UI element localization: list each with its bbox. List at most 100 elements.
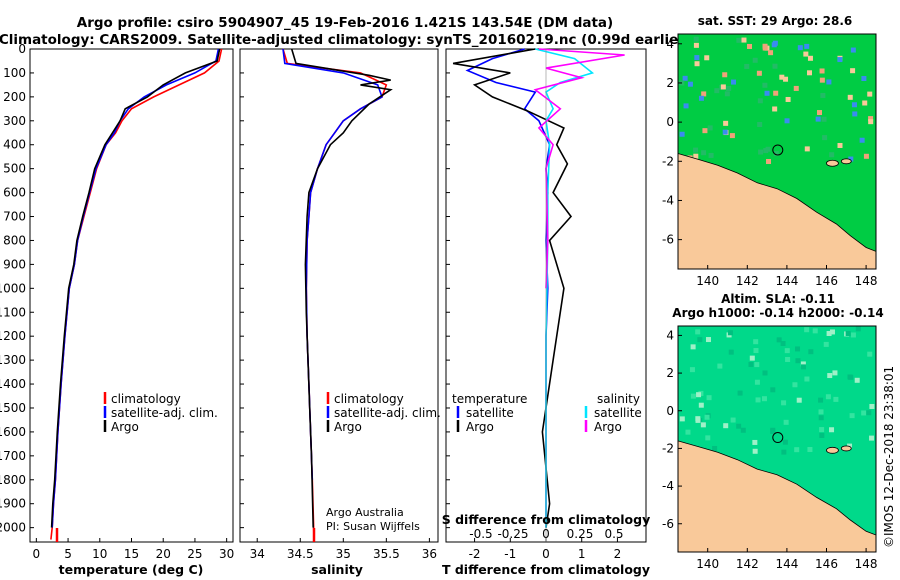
difference-legend-temperature-title: temperature	[452, 392, 527, 406]
map-cell	[819, 68, 825, 74]
map-cell	[776, 337, 782, 343]
map-cell	[807, 447, 813, 453]
map-cell	[701, 150, 707, 156]
map-cell	[819, 77, 825, 83]
map-cell	[702, 128, 708, 134]
map-cell	[724, 91, 730, 97]
map-x-tick-label: 142	[736, 274, 759, 288]
depth-tick-label: 800	[3, 233, 26, 247]
map-cell	[780, 341, 786, 347]
depth-tick-label: 600	[3, 186, 26, 200]
map-cell	[694, 55, 700, 61]
footer-credit: ©IMOS 12-Dec-2018 23:38:01	[882, 366, 896, 548]
map-cell	[783, 419, 789, 425]
sla-map-title-line-1: Altim. SLA: -0.11	[721, 292, 835, 306]
difference-xticks: -2 -1 0 1 2	[469, 538, 621, 561]
depth-tick-label: 1400	[0, 377, 26, 391]
map-cell	[800, 361, 806, 367]
map-cell	[850, 68, 856, 74]
map-cell	[779, 74, 785, 80]
x-tick-label: 34	[250, 547, 265, 561]
depth-tick-label: 0	[18, 42, 26, 56]
salinity-series	[282, 48, 393, 542]
temperature-legend-satellite: satellite-adj. clim.	[111, 406, 218, 420]
sal-diff-tick-label: -0.5	[469, 527, 492, 541]
map-cell	[693, 147, 699, 153]
map-cell	[819, 427, 825, 433]
map-cell	[868, 116, 874, 122]
map-cell	[744, 63, 750, 69]
temperature-xlabel: temperature (deg C)	[59, 562, 204, 577]
depth-tick-label: 300	[3, 114, 26, 128]
map-cell	[785, 96, 791, 102]
sla-map-ticks: 140 142 144 146 148 4 2 0 -2 -4 -6	[662, 328, 878, 571]
map-cell	[770, 428, 776, 434]
map-cell	[723, 120, 729, 126]
temperature-panel: 0100200300400500600700800900100011001200…	[0, 42, 450, 577]
map-cell	[704, 55, 710, 61]
map-cell	[847, 94, 853, 100]
depth-tick-label: 1200	[0, 329, 26, 343]
map-x-tick-label: 146	[815, 274, 838, 288]
temperature-legend-argo: Argo	[111, 420, 139, 434]
map-y-tick-label: -2	[662, 154, 674, 168]
difference-legend: temperature salinity satellite Argo sate…	[452, 392, 642, 434]
depth-tick-label: 900	[3, 257, 26, 271]
map-cell	[720, 84, 726, 90]
map-cell	[773, 151, 779, 157]
temperature-xticks: 0 5 10 15 20 25 30	[33, 538, 234, 561]
difference-legend-t-satellite: satellite	[466, 406, 514, 420]
salinity-annotation-line-1: Argo Australia	[326, 506, 404, 519]
map-cell	[803, 51, 809, 57]
map-cell	[819, 432, 825, 438]
x-tick-label: 5	[64, 547, 72, 561]
sla-map-panel: Altim. SLA: -0.11 Argo h1000: -0.14 h200…	[662, 292, 884, 571]
map-cell	[792, 382, 798, 388]
map-y-tick-label: 0	[666, 115, 674, 129]
map-cell	[762, 43, 768, 49]
map-cell	[766, 158, 772, 164]
map-cell	[690, 344, 696, 350]
sal-diff-tick-label: 0	[542, 527, 550, 541]
x-tick-label: -2	[469, 547, 481, 561]
map-cell	[736, 37, 742, 43]
map-cell	[727, 330, 733, 336]
map-cell	[868, 119, 874, 125]
difference-legend-t-argo: Argo	[466, 420, 494, 434]
depth-tick-label: 1000	[0, 281, 26, 295]
map-cell	[693, 42, 699, 48]
map-cell	[740, 427, 746, 433]
map-cell	[736, 423, 742, 429]
map-cell	[698, 95, 704, 101]
map-cell	[752, 448, 758, 454]
map-cell	[850, 47, 856, 53]
map-island	[826, 159, 839, 167]
difference-salinity-ticklabels: -0.5 -0.25 0 0.25 0.5	[469, 527, 623, 541]
map-cell	[771, 42, 777, 48]
map-cell	[829, 152, 835, 158]
map-x-tick-label: 148	[855, 557, 878, 571]
map-cell	[748, 361, 754, 367]
map-cell	[754, 362, 760, 368]
map-cell	[852, 111, 858, 117]
map-y-tick-label: -6	[662, 233, 674, 247]
title-line-1: Argo profile: csiro 5904907_45 19-Feb-20…	[77, 15, 613, 31]
map-cell	[782, 439, 788, 445]
map-cell	[731, 79, 737, 85]
map-cell	[679, 416, 685, 422]
map-cell	[861, 75, 867, 81]
map-y-tick-label: -4	[662, 479, 674, 493]
map-cell	[712, 445, 718, 451]
map-cell	[862, 100, 868, 106]
x-tick-label: 0	[542, 547, 550, 561]
map-cell	[796, 397, 802, 403]
map-cell	[795, 346, 801, 352]
x-tick-label: 35.5	[373, 547, 400, 561]
map-cell	[682, 75, 688, 81]
map-cell	[867, 351, 873, 357]
depth-tick-label: 1300	[0, 353, 26, 367]
map-cell	[869, 403, 875, 409]
map-x-tick-label: 140	[696, 274, 719, 288]
map-x-tick-label: 144	[775, 274, 798, 288]
depth-tick-label: 500	[3, 162, 26, 176]
